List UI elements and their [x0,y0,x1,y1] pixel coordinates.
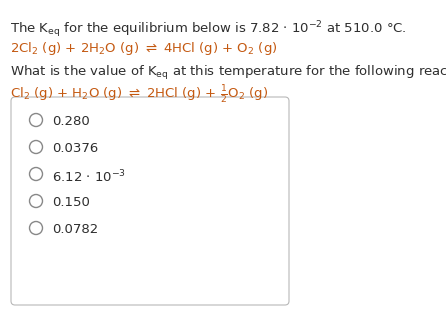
Text: 0.0782: 0.0782 [52,223,98,236]
Text: 0.0376: 0.0376 [52,142,98,155]
Text: 2Cl$_{\mathregular{2}}$ (g) + 2H$_{\mathregular{2}}$O (g) $\rightleftharpoons$ 4: 2Cl$_{\mathregular{2}}$ (g) + 2H$_{\math… [10,40,277,57]
Text: 6.12 $\mathregular{\cdot}$ 10$^{\mathregular{-3}}$: 6.12 $\mathregular{\cdot}$ 10$^{\mathreg… [52,169,126,186]
Text: Cl$_{\mathregular{2}}$ (g) + H$_{\mathregular{2}}$O (g) $\rightleftharpoons$ 2HC: Cl$_{\mathregular{2}}$ (g) + H$_{\mathre… [10,84,268,106]
FancyBboxPatch shape [11,97,289,305]
Text: 0.280: 0.280 [52,115,90,128]
Text: 0.150: 0.150 [52,196,90,209]
Text: The $\mathregular{K_{eq}}$ for the equilibrium below is 7.82 $\mathregular{\cdot: The $\mathregular{K_{eq}}$ for the equil… [10,19,407,40]
Text: What is the value of $\mathregular{K_{eq}}$ at this temperature for the followin: What is the value of $\mathregular{K_{eq… [10,64,446,82]
